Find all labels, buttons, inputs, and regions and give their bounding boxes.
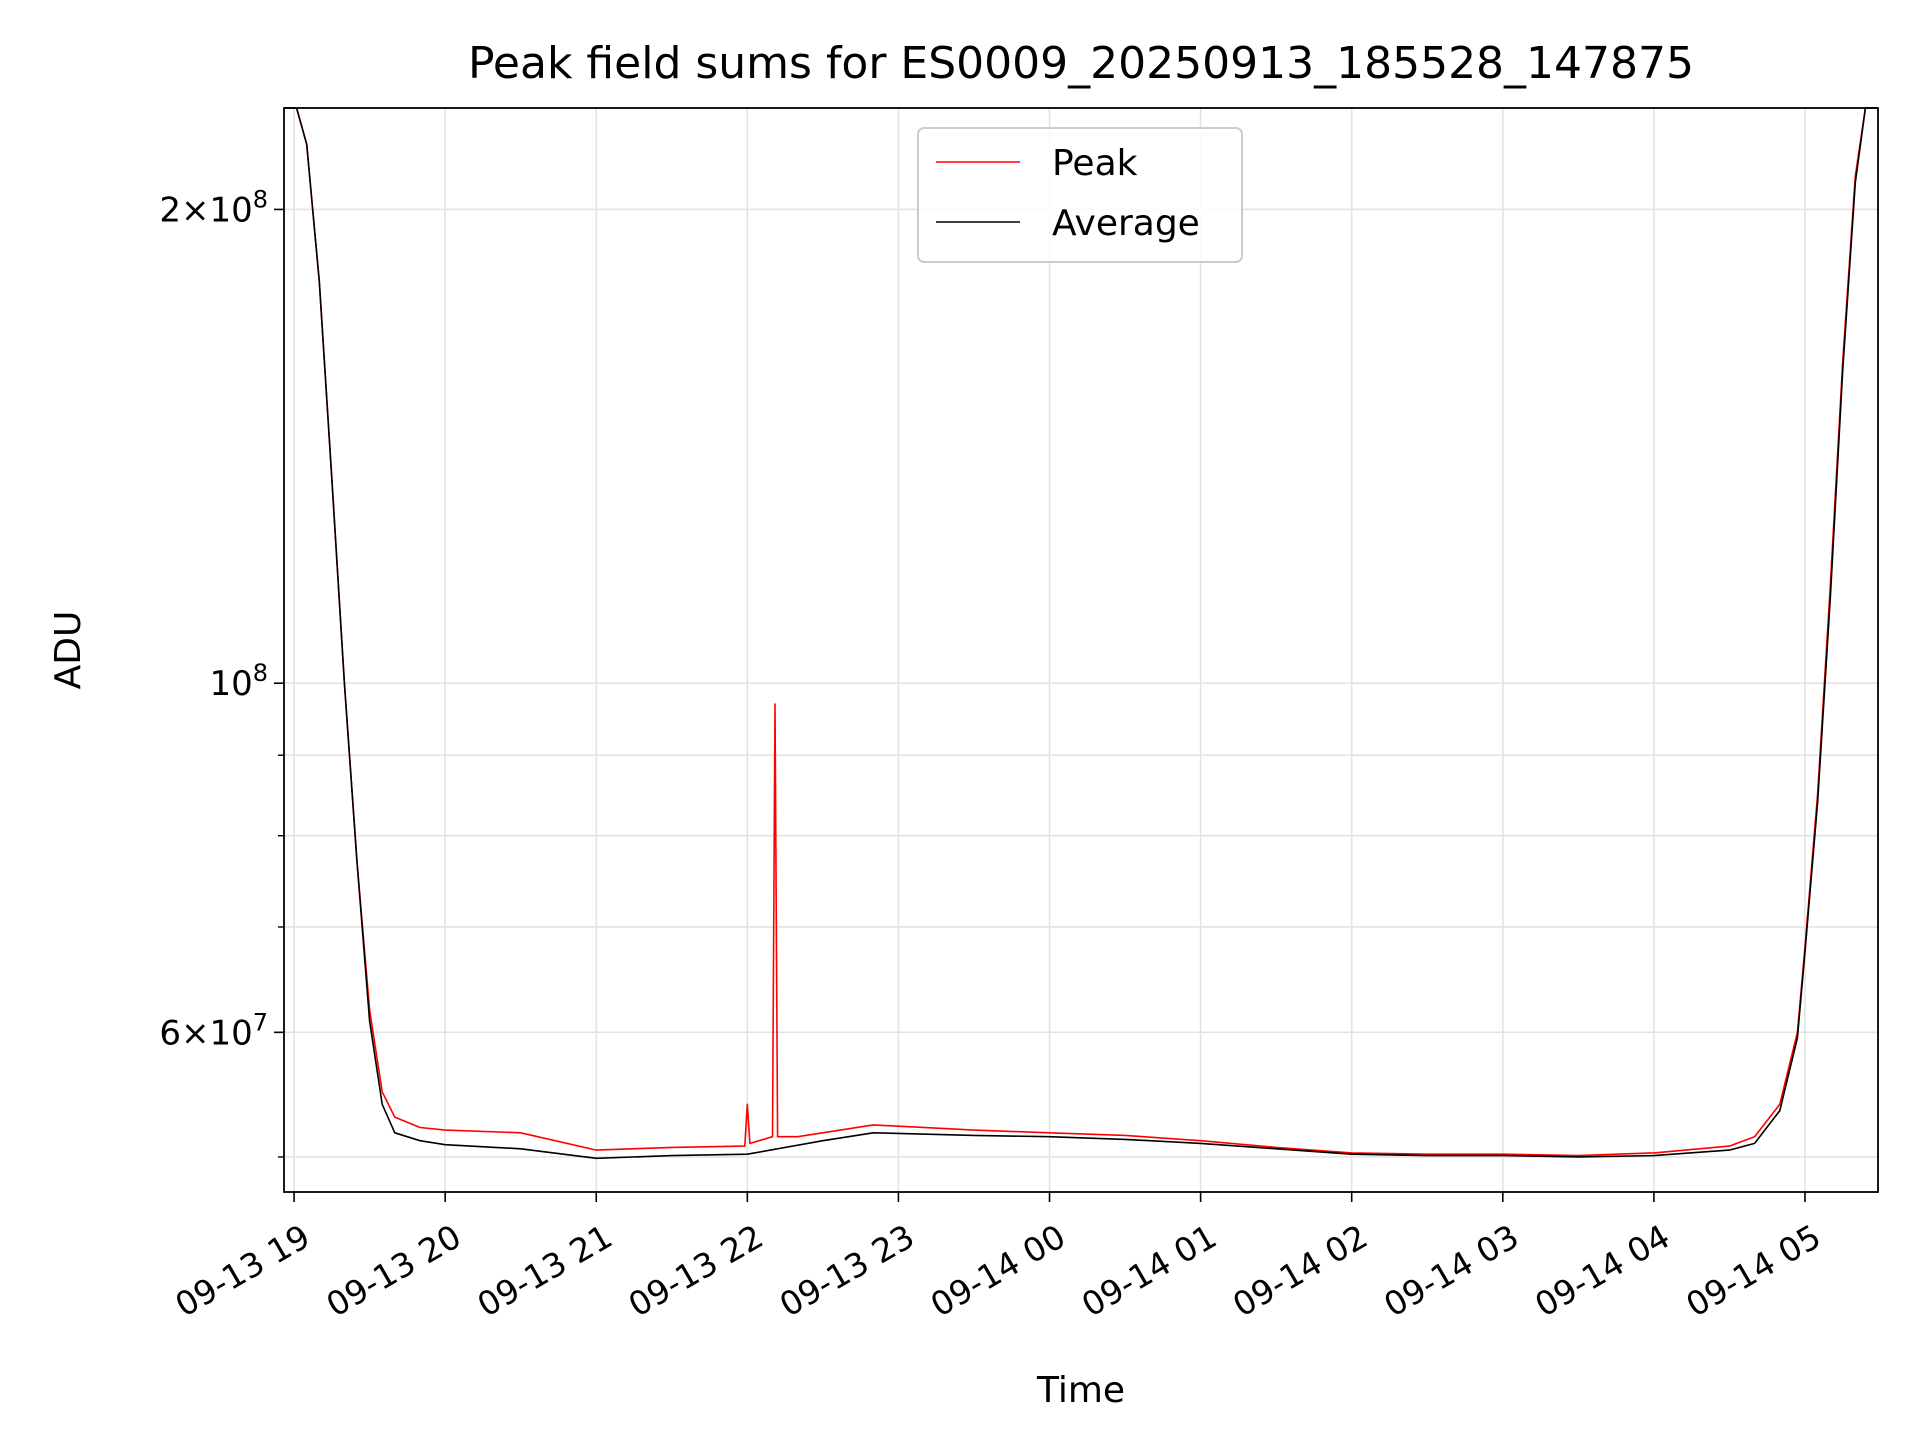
y-axis-label: ADU bbox=[48, 611, 89, 690]
series-line-peak bbox=[284, 107, 1878, 1157]
plot-series bbox=[284, 107, 1878, 1160]
y-tick-label: 108 bbox=[209, 659, 268, 704]
legend-peak-label: Peak bbox=[1052, 143, 1138, 184]
series-line-average bbox=[284, 107, 1878, 1160]
y-tick-label: 2×108 bbox=[159, 185, 268, 230]
y-axis: 6×107 108 2×108 bbox=[159, 185, 284, 1158]
legend-average-label: Average bbox=[1052, 203, 1200, 244]
grid bbox=[284, 108, 1878, 1192]
chart-title: Peak field sums for ES0009_20250913_1855… bbox=[468, 38, 1694, 89]
y-tick-label: 6×107 bbox=[159, 1008, 268, 1053]
x-axis-label: Time bbox=[1036, 1370, 1125, 1411]
axes-frame bbox=[283, 107, 1879, 1193]
legend: Peak Average bbox=[917, 127, 1243, 263]
